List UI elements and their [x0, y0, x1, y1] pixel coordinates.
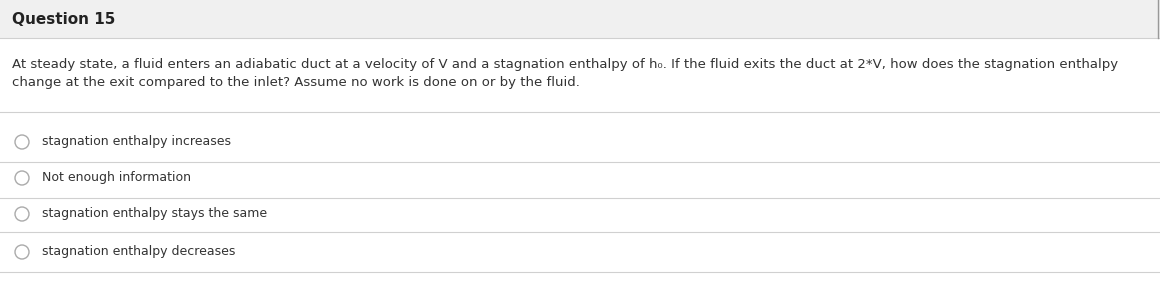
Text: stagnation enthalpy increases: stagnation enthalpy increases [42, 136, 231, 149]
Text: stagnation enthalpy decreases: stagnation enthalpy decreases [42, 245, 235, 258]
Text: Not enough information: Not enough information [42, 171, 191, 184]
Text: Question 15: Question 15 [12, 12, 115, 27]
Text: stagnation enthalpy stays the same: stagnation enthalpy stays the same [42, 207, 267, 221]
Text: change at the exit compared to the inlet? Assume no work is done on or by the fl: change at the exit compared to the inlet… [12, 76, 580, 89]
Text: At steady state, a fluid enters an adiabatic duct at a velocity of V and a stagn: At steady state, a fluid enters an adiab… [12, 58, 1118, 71]
Bar [0, 0, 1160, 38]
